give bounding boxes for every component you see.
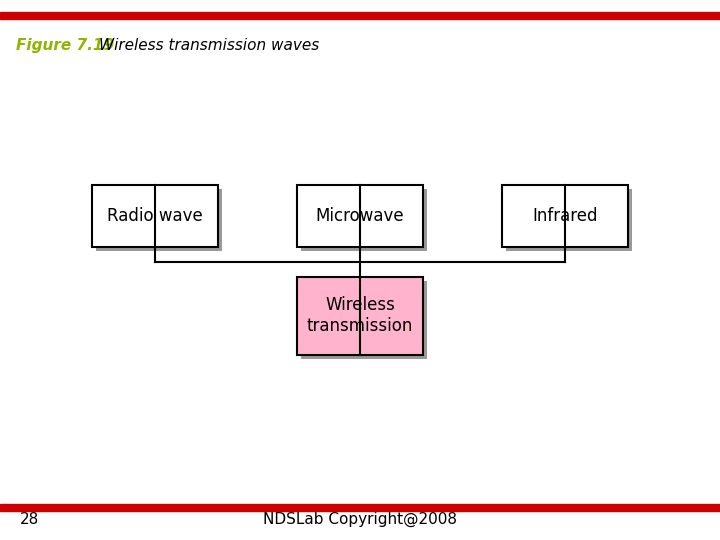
Text: 28: 28 (20, 512, 40, 527)
Bar (297, 276, 423, 355)
Bar (96, 189, 222, 251)
Text: Wireless transmission waves: Wireless transmission waves (99, 38, 319, 53)
Text: Figure 7.19: Figure 7.19 (16, 38, 114, 53)
Text: Radio wave: Radio wave (107, 207, 202, 225)
Bar (0, 12, 720, 19)
Text: Infrared: Infrared (533, 207, 598, 225)
Text: Wireless
transmission: Wireless transmission (307, 296, 413, 335)
Text: Microwave: Microwave (315, 207, 405, 225)
Bar (503, 185, 628, 247)
Bar (0, 504, 720, 511)
Bar (92, 185, 217, 247)
Bar (301, 281, 427, 359)
Bar (301, 189, 427, 251)
Bar (297, 185, 423, 247)
Text: NDSLab Copyright@2008: NDSLab Copyright@2008 (263, 512, 457, 527)
Bar (506, 189, 632, 251)
